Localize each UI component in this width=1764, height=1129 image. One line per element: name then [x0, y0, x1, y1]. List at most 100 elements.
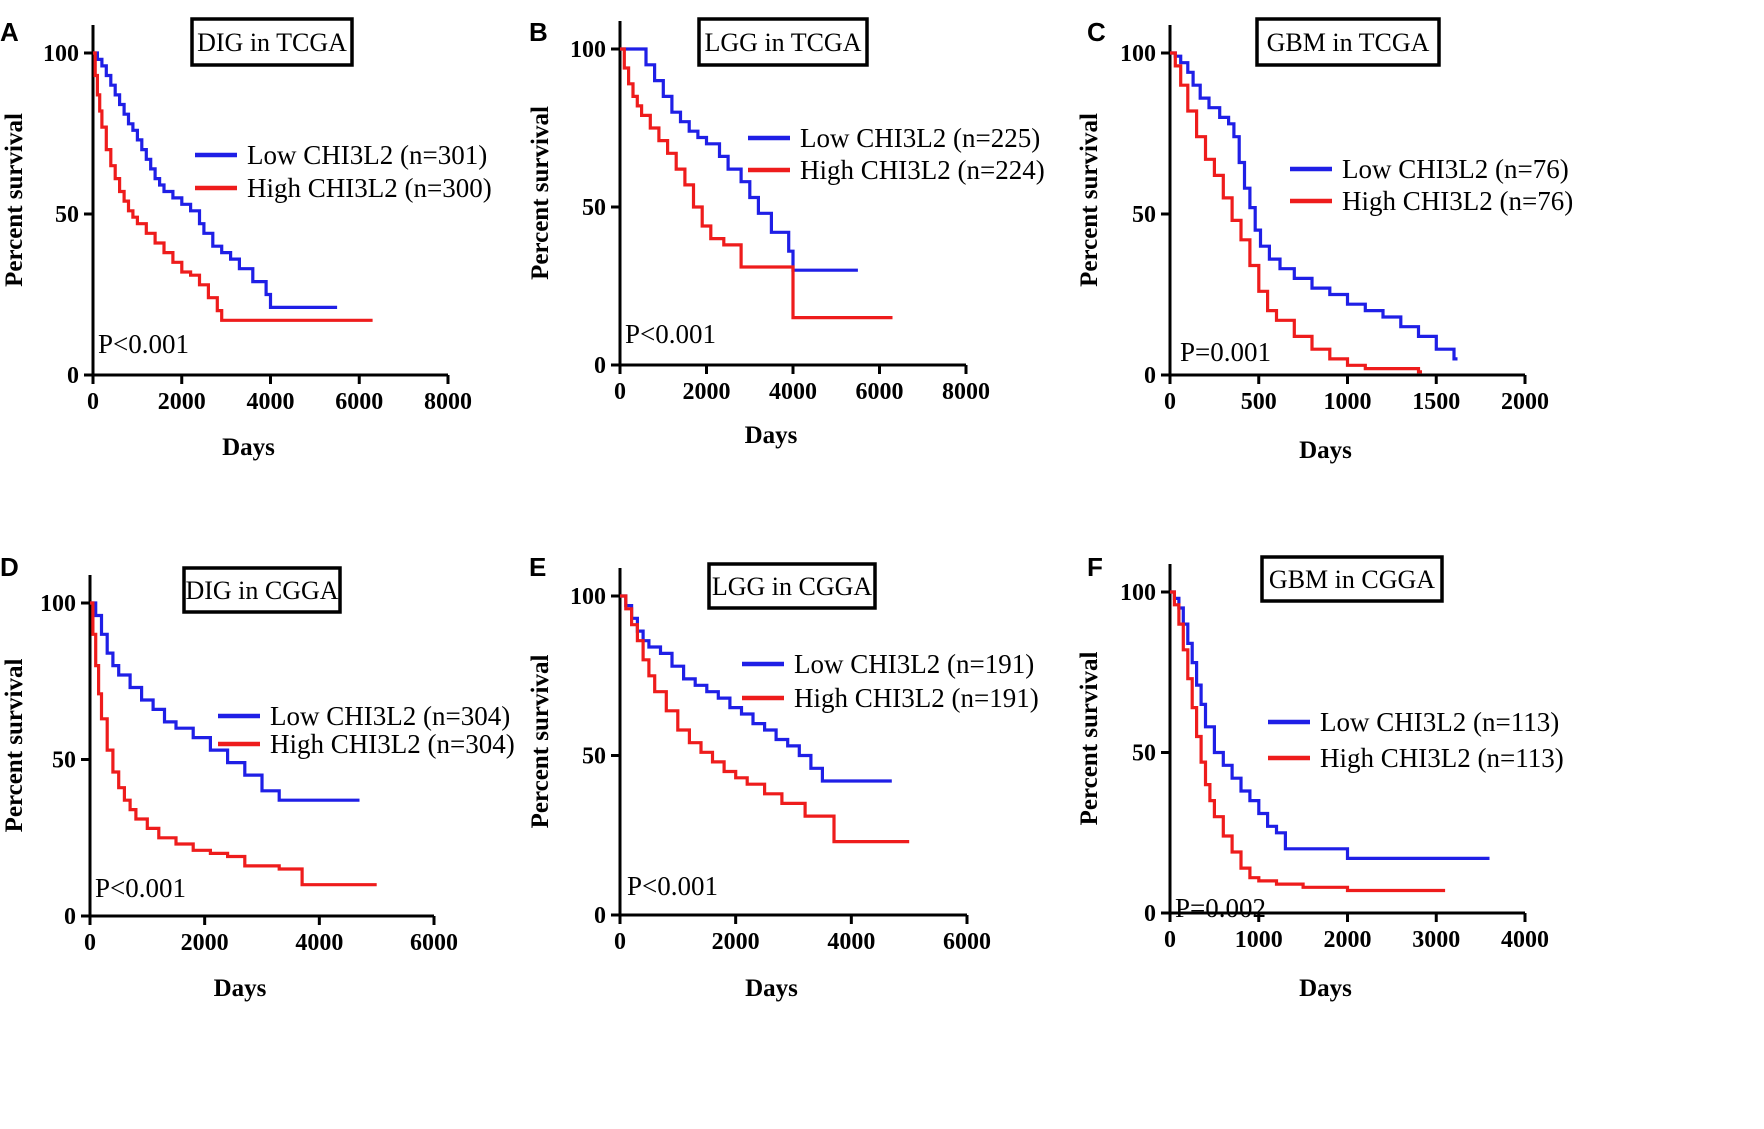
legend-label-low: Low CHI3L2 (n=225): [800, 123, 1040, 153]
panel-letter: D: [0, 552, 19, 582]
x-tick-label: 4000: [769, 379, 817, 405]
chart-title: DIG in CGGA: [185, 576, 338, 605]
x-tick-label: 500: [1241, 389, 1277, 415]
x-tick-label: 0: [87, 389, 99, 415]
x-tick-label: 4000: [247, 389, 295, 415]
km-panel-a: A 0 2000 4000 6000 8000 0 50 100 Days Percent surv…: [0, 17, 492, 461]
x-tick-label: 4000: [295, 930, 343, 956]
chart-title-box: [697, 17, 869, 67]
y-tick-label: 50: [1132, 741, 1156, 767]
x-tick-label: 2000: [683, 379, 731, 405]
panel-letter: F: [1087, 552, 1103, 582]
x-tick-label: 2000: [1501, 389, 1549, 415]
y-axis-title: Percent survival: [1076, 113, 1103, 287]
x-tick-label: 4000: [827, 929, 875, 955]
panel-letter: C: [1087, 17, 1106, 47]
y-tick-label: 0: [64, 904, 76, 930]
chart-title: GBM in CGGA: [1269, 565, 1435, 594]
x-tick-label: 0: [84, 930, 96, 956]
p-value-label: P<0.001: [627, 871, 718, 901]
survival-curve-low: [620, 594, 892, 783]
panel-letter: A: [0, 17, 19, 47]
y-axis-title: Percent survival: [1, 659, 28, 833]
y-axis-title: Percent survival: [527, 655, 554, 829]
chart-title: LGG in TCGA: [705, 28, 862, 57]
y-tick-label: 50: [55, 202, 79, 228]
survival-curve-high: [90, 601, 377, 887]
survival-curve-high: [93, 51, 373, 322]
survival-curve-low: [1170, 51, 1458, 361]
chart-title-box: [1260, 555, 1444, 603]
y-tick-label: 100: [570, 584, 606, 610]
km-panel-e: E 0 2000 4000 6000 0 50 100 Days Percent survival…: [527, 552, 1039, 1002]
km-panel-b: B 0 2000 4000 6000 8000 0 50 100 Days Percent surv…: [527, 17, 1045, 449]
x-axis-title: Days: [1299, 437, 1352, 464]
survival-curve-high: [620, 47, 893, 320]
chart-title: LGG in CGGA: [712, 572, 873, 601]
x-tick-label: 6000: [943, 929, 991, 955]
x-tick-label: 2000: [181, 930, 229, 956]
x-tick-label: 4000: [1501, 927, 1549, 953]
y-tick-label: 0: [1144, 901, 1156, 927]
y-tick-label: 0: [594, 353, 606, 379]
y-tick-label: 50: [582, 195, 606, 221]
x-tick-label: 6000: [856, 379, 904, 405]
x-tick-label: 3000: [1412, 927, 1460, 953]
x-axis-title: Days: [745, 422, 798, 449]
legend-label-low: Low CHI3L2 (n=304): [270, 701, 510, 731]
x-tick-label: 1000: [1324, 389, 1372, 415]
legend-label-low: Low CHI3L2 (n=113): [1320, 707, 1559, 737]
panel-letter: E: [529, 552, 546, 582]
y-tick-label: 100: [40, 591, 76, 617]
x-tick-label: 0: [614, 379, 626, 405]
p-value-label: P=0.001: [1180, 337, 1271, 367]
legend-label-high: High CHI3L2 (n=304): [270, 729, 515, 759]
x-axis-title: Days: [214, 975, 267, 1002]
y-tick-label: 0: [594, 903, 606, 929]
legend-label-high: High CHI3L2 (n=224): [800, 155, 1045, 185]
km-panel-c: C 0 500 1000 1500 2000 0 50 100 Days Percent survi…: [1076, 17, 1573, 464]
x-tick-label: 0: [1164, 927, 1176, 953]
km-panel-d: D 0 2000 4000 6000 0 50 100 Days Percent survival…: [0, 552, 515, 1002]
x-tick-label: 0: [1164, 389, 1176, 415]
legend-label-high: High CHI3L2 (n=76): [1342, 186, 1573, 216]
chart-title-box: [182, 566, 342, 614]
x-axis-title: Days: [222, 434, 275, 461]
x-tick-label: 6000: [335, 389, 383, 415]
x-tick-label: 0: [614, 929, 626, 955]
legend-label-high: High CHI3L2 (n=300): [247, 173, 492, 203]
x-tick-label: 6000: [410, 930, 458, 956]
chart-title-box: [190, 17, 354, 67]
y-axis-title: Percent survival: [1076, 652, 1103, 826]
panel-letter: B: [529, 17, 548, 47]
km-panel-f: F 0 1000 2000 3000 4000 0 50 100 Days Percent surv…: [1076, 552, 1564, 1002]
survival-curve-low: [93, 51, 338, 309]
x-tick-label: 8000: [424, 389, 472, 415]
y-tick-label: 50: [52, 748, 76, 774]
y-tick-label: 50: [1132, 202, 1156, 228]
legend-label-high: High CHI3L2 (n=113): [1320, 743, 1564, 773]
survival-curve-high: [1170, 51, 1422, 374]
x-tick-label: 2000: [158, 389, 206, 415]
p-value-label: P<0.001: [625, 319, 716, 349]
chart-title: DIG in TCGA: [197, 28, 347, 57]
y-axis-title: Percent survival: [527, 106, 554, 280]
chart-title: GBM in TCGA: [1267, 28, 1430, 57]
x-axis-title: Days: [1299, 975, 1352, 1002]
y-tick-label: 50: [582, 744, 606, 770]
survival-curve-high: [620, 594, 910, 844]
chart-title-box: [1255, 17, 1441, 67]
y-tick-label: 0: [67, 363, 79, 389]
y-tick-label: 100: [1120, 41, 1156, 67]
x-tick-label: 2000: [712, 929, 760, 955]
legend-label-high: High CHI3L2 (n=191): [794, 683, 1039, 713]
x-tick-label: 1500: [1412, 389, 1460, 415]
x-axis-title: Days: [745, 975, 798, 1002]
p-value-label: P<0.001: [98, 329, 189, 359]
y-tick-label: 100: [1120, 580, 1156, 606]
chart-title-box: [707, 562, 877, 610]
x-tick-label: 2000: [1324, 927, 1372, 953]
survival-curve-low: [1170, 590, 1490, 860]
y-tick-label: 0: [1144, 363, 1156, 389]
survival-curve-high: [1170, 590, 1446, 893]
